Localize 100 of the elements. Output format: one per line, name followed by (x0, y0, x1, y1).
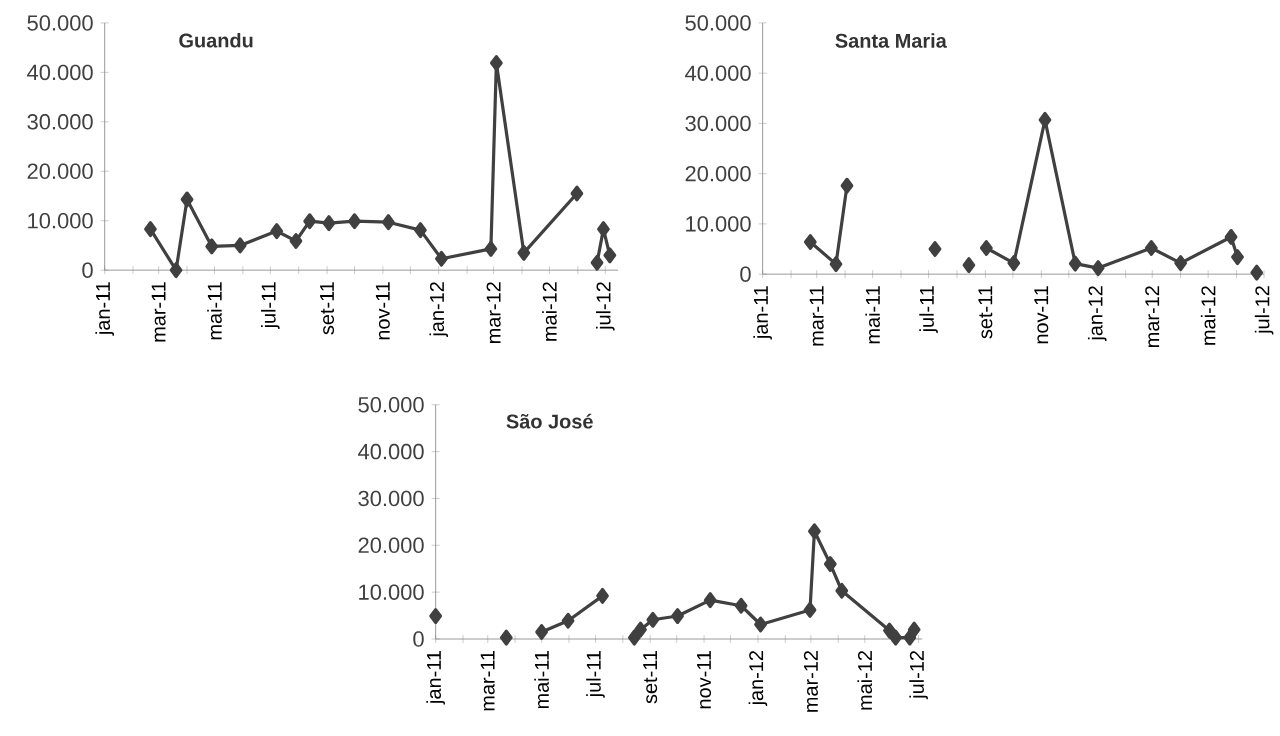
point (180, 191, 194, 208)
x-tick-label: set-11 (643, 651, 658, 704)
point (883, 622, 896, 639)
point (590, 254, 604, 271)
y-tick-label: 0 (740, 266, 751, 283)
x-tick-label: mar-12 (1145, 286, 1160, 348)
point (429, 608, 443, 625)
point (835, 582, 849, 599)
x-tick-label: jul-12 (909, 651, 928, 700)
point (489, 55, 503, 72)
point (634, 621, 647, 638)
x-tick-label: mar-12 (486, 282, 501, 344)
x-tick-label: set-11 (978, 286, 993, 339)
x-tick-label: set-11 (320, 282, 335, 335)
point (322, 215, 336, 232)
x-tick-label: jan-12 (748, 651, 768, 707)
x-tick-label: mai-12 (542, 282, 557, 341)
point (144, 221, 157, 238)
point (808, 523, 821, 540)
y-tick-label: 20.000 (685, 166, 751, 182)
point (499, 629, 513, 646)
y-tick-label: 30.000 (27, 114, 93, 130)
point (1224, 229, 1238, 246)
x-tick-label: mar-12 (803, 651, 818, 713)
point (169, 262, 183, 279)
point (435, 250, 448, 267)
point (962, 257, 976, 274)
x-tick-label: nov-11 (1034, 286, 1049, 344)
point (205, 238, 219, 255)
chart-title: São José (506, 413, 593, 429)
y-tick-label: 10.000 (686, 216, 751, 232)
point (535, 624, 548, 641)
y-tick-label: 0 (413, 631, 424, 647)
point (603, 247, 617, 264)
x-tick-label: nov-11 (375, 282, 390, 340)
point (1091, 260, 1105, 277)
point (597, 221, 610, 238)
y-tick-label: 30.000 (685, 115, 751, 132)
y-tick-label: 50.000 (685, 15, 751, 31)
point (1007, 255, 1021, 272)
point (734, 597, 748, 614)
point (979, 240, 993, 257)
x-tick-label: jul-11 (261, 282, 280, 330)
point (627, 629, 641, 646)
y-tick-label: 30.000 (358, 490, 424, 507)
x-tick-label: mai-12 (857, 651, 873, 710)
point (754, 616, 767, 633)
point (1231, 249, 1244, 266)
x-tick-label: jan-12 (1087, 286, 1107, 342)
point (348, 213, 361, 230)
point (1144, 240, 1158, 257)
x-tick-label: jul-11 (919, 286, 938, 334)
y-tick-label: 40.000 (685, 65, 751, 82)
y-tick-label: 10.000 (359, 584, 424, 601)
point (1250, 264, 1264, 281)
point (840, 177, 854, 194)
x-tick-label: nov-11 (697, 651, 712, 709)
x-tick-label: mar-11 (480, 651, 495, 711)
x-tick-label: mai-11 (534, 651, 549, 709)
point (928, 241, 942, 258)
point (1068, 255, 1082, 272)
chart-title: Guandu (179, 33, 253, 48)
y-tick-label: 10.000 (28, 213, 93, 229)
y-tick-label: 50.000 (358, 397, 424, 413)
x-tick-label: jul-12 (1254, 286, 1274, 335)
x-tick-label: mai-11 (865, 286, 880, 344)
point (823, 556, 837, 573)
x-tick-label: mai-11 (207, 282, 222, 340)
point (414, 222, 427, 239)
point (289, 233, 303, 250)
y-tick-label: 50.000 (27, 15, 93, 31)
point (803, 602, 817, 619)
x-tick-label: jan-11 (753, 286, 772, 340)
y-tick-label: 0 (82, 262, 93, 279)
x-tick-label: jan-12 (429, 282, 448, 338)
point (1174, 255, 1188, 272)
point (829, 256, 843, 273)
point (270, 223, 284, 240)
point (889, 629, 903, 646)
y-tick-label: 40.000 (27, 64, 93, 81)
x-tick-label: jul-12 (595, 282, 615, 331)
y-tick-label: 20.000 (27, 163, 93, 180)
point (561, 612, 575, 629)
point (671, 608, 684, 625)
point (803, 234, 817, 251)
x-tick-label: mar-11 (809, 286, 824, 346)
x-tick-label: jul-11 (586, 651, 605, 698)
point (233, 237, 247, 254)
point (703, 592, 717, 609)
point (303, 213, 317, 230)
point (570, 185, 584, 202)
x-tick-label: mai-12 (1200, 286, 1216, 345)
chart-title: Santa Maria (835, 33, 947, 48)
point (907, 621, 921, 638)
point (646, 611, 660, 628)
point (596, 588, 609, 605)
x-tick-label: jan-11 (95, 282, 114, 336)
x-tick-label: jan-11 (426, 651, 445, 705)
point (484, 241, 498, 258)
point (381, 214, 395, 231)
